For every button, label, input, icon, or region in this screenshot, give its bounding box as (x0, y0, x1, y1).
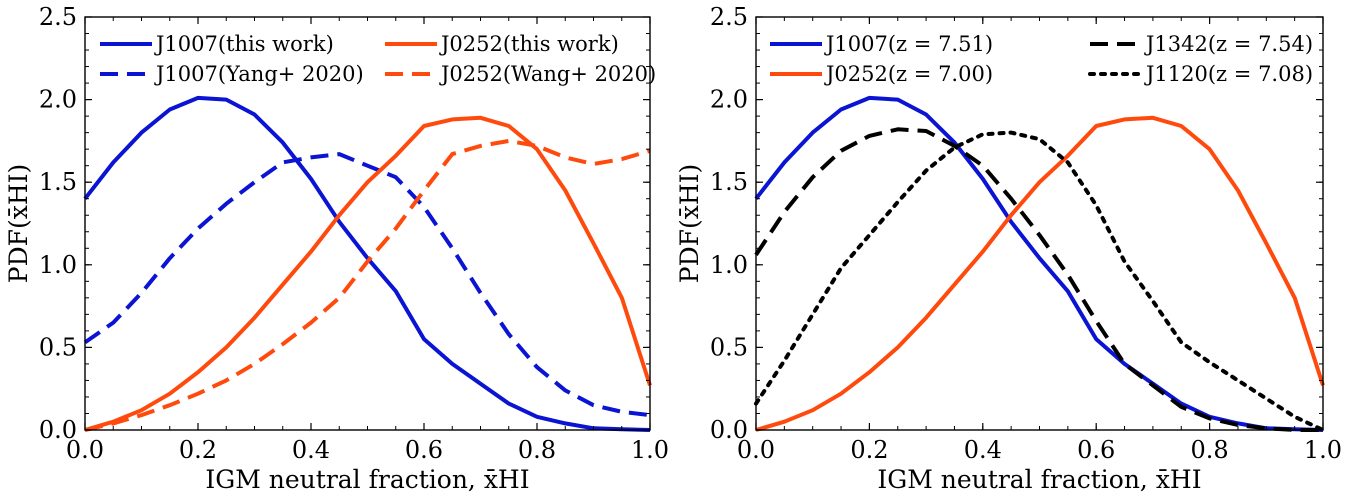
y-tick-label: 2.5 (39, 3, 77, 31)
y-tick-label: 2.0 (39, 86, 77, 114)
y-tick-label: 1.5 (710, 168, 748, 196)
x-tick-label: 1.0 (1304, 436, 1342, 464)
chart-panel-1: 0.0 0.2 0.4 0.6 0.8 1.0 0.0 0.5 1.0 1.5 2.0 2.5 IGM … (4, 3, 669, 494)
chart-panel-2: 0.0 0.2 0.4 0.6 0.8 1.0 0.0 0.5 1.0 1.5 2.0 2.5 IGM … (675, 3, 1342, 494)
series-line-1 (754, 95, 1324, 432)
y-axis-label: PDF(x̄HI) (4, 164, 33, 284)
y-tick-label: 2.5 (710, 3, 748, 31)
x-axis-label: IGM neutral fraction, x̄HI (877, 465, 1201, 494)
y-tick-label: 0.0 (39, 416, 77, 444)
y-tick-label: 2.0 (710, 86, 748, 114)
y-tick-label: 1.5 (39, 168, 77, 196)
series-line-1 (83, 95, 651, 432)
x-tick-label: 0.2 (850, 436, 888, 464)
y-tick-label: 0.0 (710, 416, 748, 444)
x-tick-label: 0.0 (66, 436, 104, 464)
x-tick-label: 0.8 (1191, 436, 1229, 464)
y-axis-label: PDF(x̄HI) (675, 164, 704, 284)
x-tick-label: 0.6 (1077, 436, 1115, 464)
legend-label: J1120(z = 7.08) (1144, 62, 1313, 86)
legend-label: J1007(z = 7.51) (824, 32, 993, 56)
legend-label: J0252(z = 7.00) (824, 62, 993, 86)
legend-label: J0252(Wang+ 2020) (439, 62, 656, 86)
series-line-3 (754, 127, 1323, 432)
x-tick-label: 0.6 (405, 436, 443, 464)
x-axis-label: IGM neutral fraction, x̄HI (205, 465, 529, 494)
x-tick-label: 1.0 (631, 436, 669, 464)
y-tick-label: 1.0 (39, 251, 77, 279)
y-tick-label: 0.5 (710, 333, 748, 361)
x-tick-label: 0.8 (518, 436, 556, 464)
x-tick-label: 0.4 (964, 436, 1002, 464)
legend-label: J1007(Yang+ 2020) (154, 62, 364, 86)
legend-label: J1342(z = 7.54) (1144, 32, 1313, 56)
x-tick-label: 0.4 (292, 436, 330, 464)
series-line-4 (754, 130, 1325, 432)
legend-label: J0252(this work) (439, 32, 619, 56)
y-tick-label: 1.0 (710, 251, 748, 279)
x-tick-label: 0.2 (179, 436, 217, 464)
series-line-2 (83, 152, 651, 418)
series-line-4 (84, 138, 651, 432)
y-tick-label: 0.5 (39, 333, 77, 361)
legend-label: J1007(this work) (154, 32, 334, 56)
series-line-3 (84, 115, 652, 432)
x-tick-label: 0.0 (737, 436, 775, 464)
series-line-2 (755, 115, 1325, 432)
